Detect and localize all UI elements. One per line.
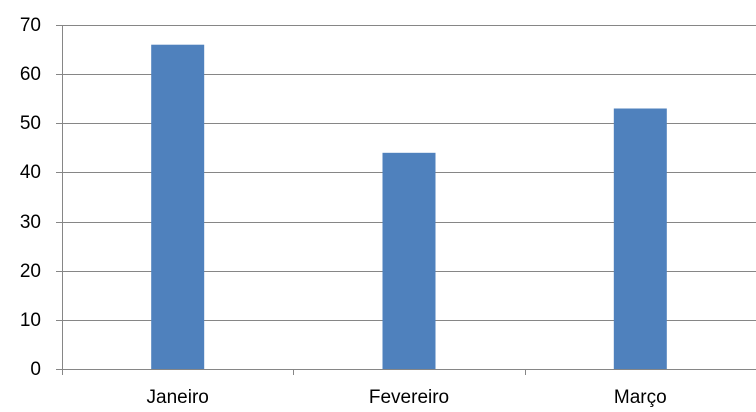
bar-março — [613, 108, 667, 369]
y-tick-label: 10 — [20, 310, 41, 331]
tick-labels: 0 10 20 30 40 50 60 70 Janeiro Fevereiro Março — [20, 15, 667, 408]
x-tick-label: Fevereiro — [369, 387, 449, 408]
x-tick-label: Janeiro — [147, 387, 209, 408]
y-tick-label: 50 — [20, 113, 41, 134]
y-tick-label: 20 — [20, 261, 41, 282]
bar-series — [151, 44, 667, 369]
bar-fevereiro — [382, 152, 436, 369]
bar-janeiro — [151, 44, 205, 369]
y-tick-label: 40 — [20, 162, 41, 183]
y-tick-label: 60 — [20, 64, 41, 85]
axes — [56, 25, 756, 375]
x-tick-label: Março — [614, 387, 667, 408]
y-tick-label: 0 — [30, 359, 41, 380]
y-tick-label: 30 — [20, 212, 41, 233]
y-tick-label: 70 — [20, 15, 41, 36]
